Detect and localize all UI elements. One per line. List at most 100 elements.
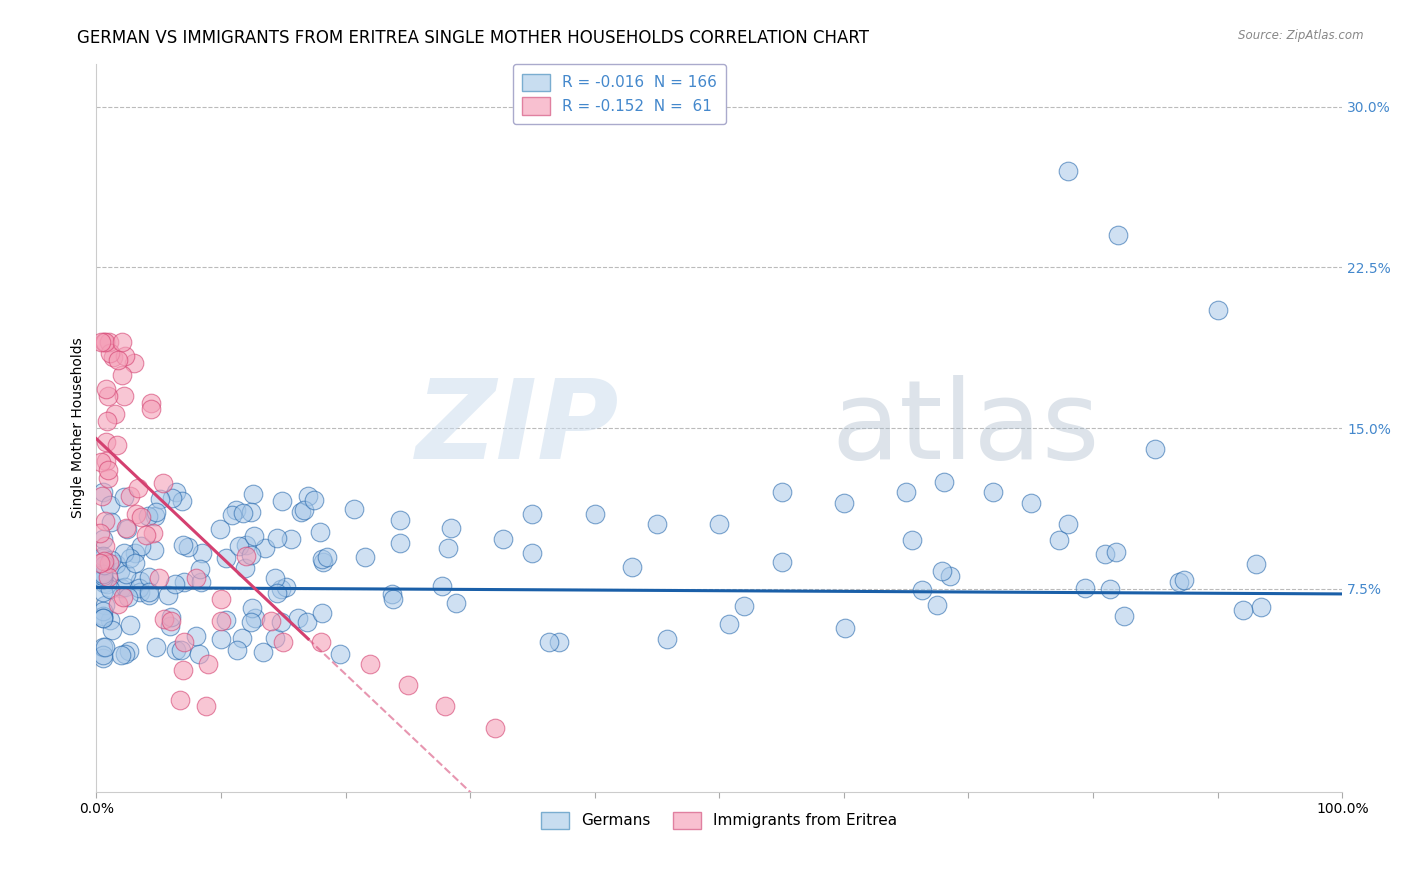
Point	[243, 611, 266, 625]
Point	[129, 584, 152, 599]
Point	[620, 560, 643, 574]
Point	[215, 613, 238, 627]
Point	[239, 505, 262, 519]
Point	[91, 532, 114, 546]
Point	[136, 508, 159, 523]
Point	[112, 389, 135, 403]
Point	[98, 498, 121, 512]
Point	[221, 508, 243, 522]
Point	[302, 493, 325, 508]
Point	[91, 485, 114, 500]
Point	[538, 634, 561, 648]
Point	[104, 407, 127, 421]
Point	[91, 572, 114, 586]
Point	[145, 640, 167, 654]
Point	[276, 580, 298, 594]
Point	[297, 615, 319, 629]
Point	[91, 569, 114, 583]
Point	[101, 623, 124, 637]
Point	[93, 598, 115, 612]
Point	[1144, 442, 1167, 457]
Point	[1099, 582, 1122, 596]
Point	[446, 596, 468, 610]
Point	[91, 549, 114, 563]
Point	[430, 579, 453, 593]
Point	[156, 588, 179, 602]
Point	[91, 489, 114, 503]
Point	[254, 541, 277, 556]
Point	[834, 621, 856, 635]
Point	[717, 616, 740, 631]
Point	[96, 434, 118, 449]
Point	[114, 521, 136, 535]
Point	[354, 549, 377, 564]
Point	[107, 352, 129, 367]
Point	[139, 402, 162, 417]
Point	[118, 550, 141, 565]
Point	[645, 517, 668, 532]
Point	[1074, 581, 1097, 595]
Point	[266, 531, 288, 545]
Point	[240, 615, 263, 629]
Point	[311, 606, 333, 620]
Point	[93, 566, 115, 581]
Point	[260, 614, 283, 628]
Point	[434, 699, 457, 714]
Point	[165, 576, 187, 591]
Point	[308, 525, 330, 540]
Point	[165, 485, 187, 500]
Point	[165, 643, 187, 657]
Point	[1094, 547, 1116, 561]
Point	[931, 565, 953, 579]
Point	[311, 551, 333, 566]
Point	[112, 490, 135, 504]
Point	[235, 549, 257, 564]
Point	[225, 503, 247, 517]
Point	[522, 507, 544, 521]
Point	[90, 455, 112, 469]
Point	[125, 507, 148, 521]
Point	[316, 550, 339, 565]
Point	[911, 582, 934, 597]
Point	[172, 538, 194, 552]
Point	[292, 503, 315, 517]
Point	[148, 571, 170, 585]
Point	[114, 349, 136, 363]
Point	[270, 582, 292, 596]
Point	[94, 454, 117, 468]
Point	[91, 651, 114, 665]
Point	[215, 550, 238, 565]
Point	[187, 647, 209, 661]
Point	[110, 581, 132, 595]
Point	[120, 488, 142, 502]
Point	[98, 613, 121, 627]
Point	[91, 640, 114, 655]
Point	[437, 541, 460, 555]
Point	[114, 647, 136, 661]
Point	[153, 612, 176, 626]
Point	[271, 635, 294, 649]
Point	[235, 538, 257, 552]
Point	[143, 543, 166, 558]
Point	[194, 699, 217, 714]
Point	[110, 335, 132, 350]
Point	[107, 597, 129, 611]
Point	[91, 551, 114, 566]
Point	[209, 614, 232, 628]
Point	[94, 640, 117, 654]
Point	[228, 539, 250, 553]
Point	[264, 631, 287, 645]
Point	[94, 335, 117, 350]
Point	[240, 548, 263, 562]
Point	[94, 382, 117, 396]
Point	[91, 584, 114, 599]
Point	[138, 584, 160, 599]
Point	[111, 368, 134, 382]
Point	[128, 582, 150, 596]
Point	[139, 396, 162, 410]
Point	[1250, 599, 1272, 614]
Point	[252, 645, 274, 659]
Point	[89, 525, 111, 540]
Point	[93, 514, 115, 528]
Point	[91, 611, 114, 625]
